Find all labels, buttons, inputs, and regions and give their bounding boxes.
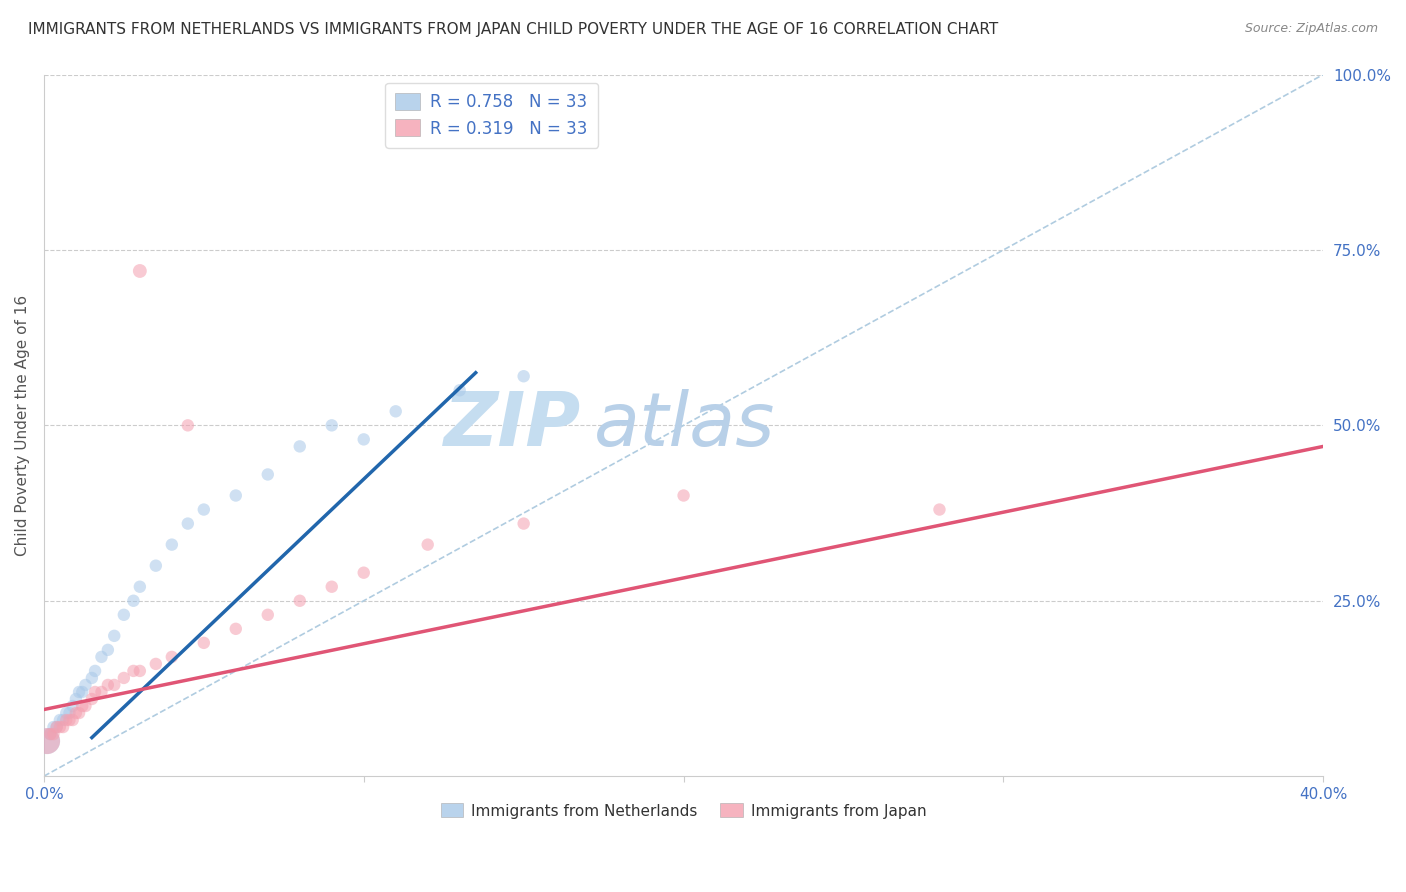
- Point: [122, 593, 145, 607]
- Point: [256, 467, 278, 482]
- Point: [193, 502, 215, 516]
- Point: [90, 685, 112, 699]
- Point: [103, 678, 125, 692]
- Point: [35, 734, 58, 748]
- Point: [256, 607, 278, 622]
- Text: Source: ZipAtlas.com: Source: ZipAtlas.com: [1244, 22, 1378, 36]
- Point: [145, 657, 167, 671]
- Point: [160, 538, 183, 552]
- Point: [45, 720, 67, 734]
- Point: [42, 720, 65, 734]
- Point: [145, 558, 167, 573]
- Point: [225, 489, 247, 503]
- Point: [128, 580, 150, 594]
- Point: [353, 433, 375, 447]
- Point: [177, 418, 200, 433]
- Point: [90, 649, 112, 664]
- Point: [42, 727, 65, 741]
- Point: [39, 727, 62, 741]
- Point: [512, 516, 534, 531]
- Point: [128, 664, 150, 678]
- Point: [80, 692, 103, 706]
- Point: [225, 622, 247, 636]
- Legend: Immigrants from Netherlands, Immigrants from Japan: Immigrants from Netherlands, Immigrants …: [434, 797, 932, 825]
- Point: [321, 580, 343, 594]
- Point: [67, 706, 90, 720]
- Point: [84, 664, 107, 678]
- Point: [672, 489, 695, 503]
- Point: [160, 649, 183, 664]
- Point: [58, 713, 80, 727]
- Point: [122, 664, 145, 678]
- Point: [52, 713, 75, 727]
- Point: [112, 671, 135, 685]
- Point: [384, 404, 406, 418]
- Point: [416, 538, 439, 552]
- Point: [35, 734, 58, 748]
- Point: [39, 727, 62, 741]
- Point: [449, 384, 471, 398]
- Point: [67, 685, 90, 699]
- Point: [97, 643, 120, 657]
- Point: [97, 678, 120, 692]
- Text: atlas: atlas: [593, 389, 775, 461]
- Point: [58, 706, 80, 720]
- Point: [512, 369, 534, 384]
- Point: [45, 720, 67, 734]
- Point: [112, 607, 135, 622]
- Point: [65, 706, 87, 720]
- Point: [288, 439, 311, 453]
- Point: [75, 698, 97, 713]
- Point: [49, 720, 72, 734]
- Point: [52, 720, 75, 734]
- Text: ZIP: ZIP: [444, 389, 581, 462]
- Text: IMMIGRANTS FROM NETHERLANDS VS IMMIGRANTS FROM JAPAN CHILD POVERTY UNDER THE AGE: IMMIGRANTS FROM NETHERLANDS VS IMMIGRANT…: [28, 22, 998, 37]
- Point: [193, 636, 215, 650]
- Point: [62, 698, 84, 713]
- Point: [49, 713, 72, 727]
- Point: [84, 685, 107, 699]
- Point: [128, 264, 150, 278]
- Point: [65, 692, 87, 706]
- Point: [177, 516, 200, 531]
- Point: [288, 593, 311, 607]
- Point: [353, 566, 375, 580]
- Point: [103, 629, 125, 643]
- Point: [55, 706, 77, 720]
- Point: [55, 713, 77, 727]
- Point: [75, 678, 97, 692]
- Point: [62, 713, 84, 727]
- Point: [72, 698, 94, 713]
- Point: [321, 418, 343, 433]
- Point: [80, 671, 103, 685]
- Point: [928, 502, 950, 516]
- Point: [72, 685, 94, 699]
- Y-axis label: Child Poverty Under the Age of 16: Child Poverty Under the Age of 16: [15, 294, 30, 556]
